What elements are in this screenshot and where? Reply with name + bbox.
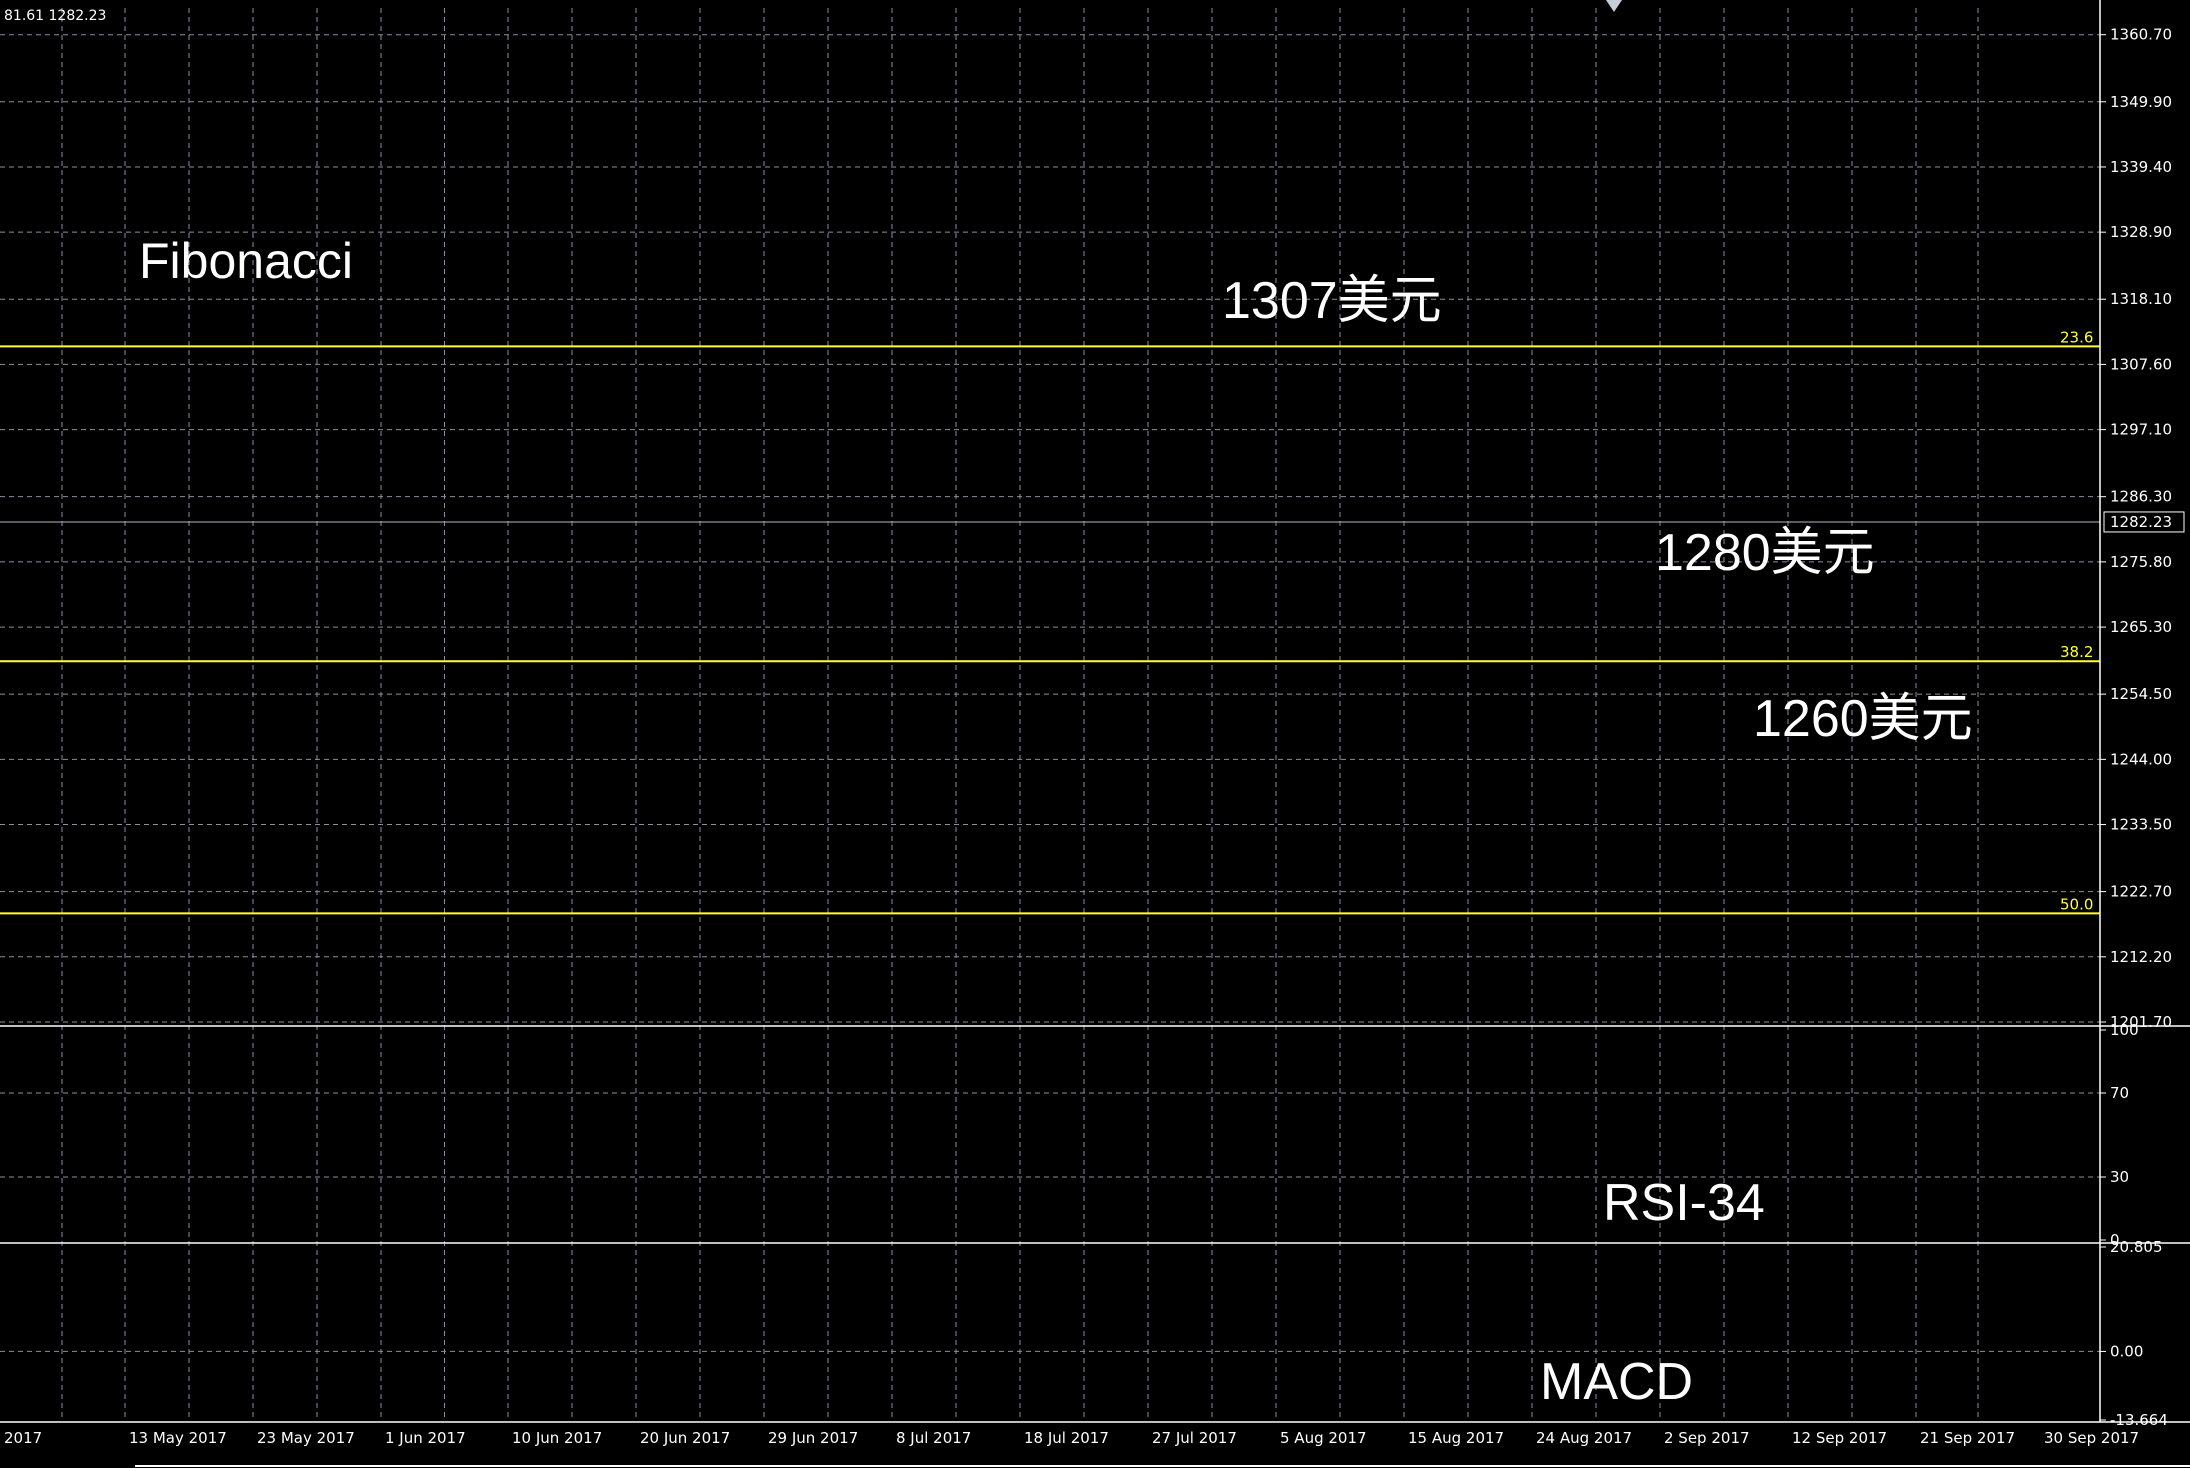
price-tick-label: 1212.20 (2110, 948, 2172, 966)
date-tick-label: 12 Sep 2017 (1792, 1429, 1887, 1447)
rsi-tick-label: 0 (2110, 1231, 2120, 1249)
fibonacci-level-label: 23.6 (2060, 328, 2093, 346)
macd-tick-label: 0.00 (2110, 1342, 2143, 1360)
annotation-1280: 1280美元 (1655, 524, 1875, 582)
date-tick-label: 1 Jun 2017 (385, 1429, 466, 1447)
price-tick-label: 1233.50 (2110, 816, 2172, 834)
price-tick-label: 1307.60 (2110, 355, 2172, 373)
grid-lines (0, 8, 2100, 1420)
annotation-1260: 1260美元 (1753, 690, 1973, 748)
price-tick-label: 1318.10 (2110, 290, 2172, 308)
date-tick-label: 2 Sep 2017 (1664, 1429, 1750, 1447)
date-tick-label: 23 May 2017 (257, 1429, 355, 1447)
price-tick-label: 1244.00 (2110, 750, 2172, 768)
price-tick-label: 1265.30 (2110, 618, 2172, 636)
annotation-1307: 1307美元 (1222, 272, 1442, 330)
annotation-macd: MACD (1540, 1353, 1694, 1411)
axis-labels: 1360.70 1349.90 1339.40 1328.90 1318.10 1307.… (4, 26, 2185, 1447)
price-tick-label: 1222.70 (2110, 883, 2172, 901)
rsi-tick-label: 100 (2110, 1021, 2139, 1039)
price-tick-label: 1275.80 (2110, 553, 2172, 571)
fibonacci-lines: 23.6 38.2 50.0 (0, 328, 2100, 915)
price-tick-label: 1339.40 (2110, 158, 2172, 176)
price-tick-label: 1328.90 (2110, 223, 2172, 241)
price-tick-label: 1297.10 (2110, 421, 2172, 439)
date-tick-label: 2017 (4, 1429, 42, 1447)
rsi-tick-label: 70 (2110, 1084, 2129, 1102)
price-tick-label: 1286.30 (2110, 488, 2172, 506)
fibonacci-level-label: 38.2 (2060, 643, 2093, 661)
date-tick-label: 21 Sep 2017 (1920, 1429, 2015, 1447)
current-price-tag (2103, 511, 2185, 533)
date-tick-label: 24 Aug 2017 (1536, 1429, 1632, 1447)
date-tick-label: 30 Sep 2017 (2044, 1429, 2139, 1447)
annotation-fibonacci: Fibonacci (139, 233, 353, 289)
date-tick-label: 29 Jun 2017 (768, 1429, 858, 1447)
price-tick-label: 1349.90 (2110, 93, 2172, 111)
macd-tick-label: -13.664 (2110, 1411, 2168, 1429)
date-tick-label: 20 Jun 2017 (640, 1429, 730, 1447)
fibonacci-level-label: 50.0 (2060, 895, 2093, 913)
date-tick-label: 15 Aug 2017 (1408, 1429, 1504, 1447)
date-tick-label: 8 Jul 2017 (896, 1429, 971, 1447)
date-tick-label: 27 Jul 2017 (1152, 1429, 1237, 1447)
date-tick-label: 10 Jun 2017 (512, 1429, 602, 1447)
date-tick-label: 5 Aug 2017 (1280, 1429, 1367, 1447)
annotation-rsi: RSI-34 (1603, 1174, 1765, 1232)
current-price-label: 1282.23 (2110, 513, 2172, 531)
macd-tick-label: 20.805 (2110, 1238, 2163, 1256)
ohlc-readout: 81.61 1282.23 (4, 8, 106, 24)
date-tick-label: 13 May 2017 (129, 1429, 227, 1447)
date-tick-label: 18 Jul 2017 (1024, 1429, 1109, 1447)
price-tick-label: 1254.50 (2110, 685, 2172, 703)
price-tick-label: 1201.70 (2110, 1013, 2172, 1031)
price-tick-label: 1360.70 (2110, 26, 2172, 44)
scroll-marker-icon (1606, 0, 1622, 12)
rsi-tick-label: 30 (2110, 1168, 2129, 1186)
